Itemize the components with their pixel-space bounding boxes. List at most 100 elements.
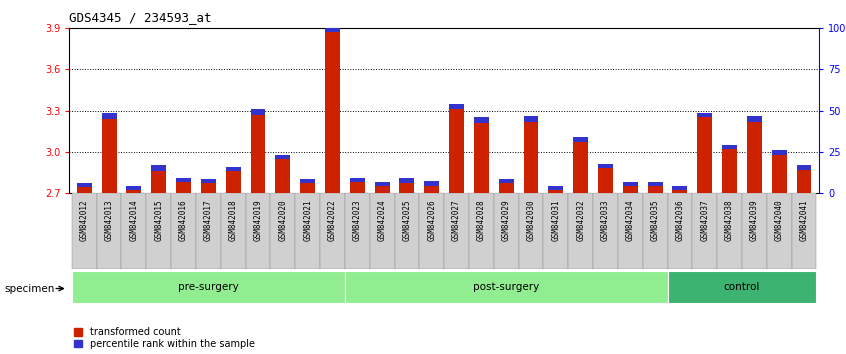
- FancyBboxPatch shape: [420, 193, 444, 269]
- Bar: [673, 186, 688, 190]
- Bar: [697, 113, 712, 118]
- Bar: [673, 190, 688, 193]
- FancyBboxPatch shape: [618, 193, 643, 269]
- Bar: [300, 183, 315, 193]
- Text: GSM842039: GSM842039: [750, 199, 759, 241]
- Text: GSM842032: GSM842032: [576, 199, 585, 241]
- Bar: [797, 170, 811, 193]
- Bar: [449, 104, 464, 109]
- Bar: [449, 109, 464, 193]
- Text: GSM842013: GSM842013: [105, 199, 113, 241]
- FancyBboxPatch shape: [543, 193, 569, 269]
- FancyBboxPatch shape: [792, 193, 816, 269]
- FancyBboxPatch shape: [122, 193, 146, 269]
- FancyBboxPatch shape: [320, 193, 345, 269]
- Text: GSM842016: GSM842016: [179, 199, 188, 241]
- FancyBboxPatch shape: [370, 193, 394, 269]
- Text: GSM842036: GSM842036: [675, 199, 684, 241]
- Bar: [325, 27, 340, 33]
- Bar: [772, 150, 787, 155]
- Bar: [623, 182, 638, 186]
- Bar: [499, 179, 514, 183]
- Bar: [524, 122, 538, 193]
- Bar: [747, 122, 762, 193]
- Bar: [399, 178, 415, 183]
- Bar: [375, 186, 389, 193]
- Bar: [574, 142, 588, 193]
- Text: GSM842041: GSM842041: [799, 199, 809, 241]
- Text: post-surgery: post-surgery: [473, 282, 539, 292]
- Bar: [151, 171, 166, 193]
- FancyBboxPatch shape: [742, 193, 766, 269]
- Bar: [226, 167, 240, 171]
- FancyBboxPatch shape: [345, 193, 370, 269]
- FancyBboxPatch shape: [667, 193, 692, 269]
- FancyBboxPatch shape: [96, 193, 122, 269]
- FancyBboxPatch shape: [667, 271, 816, 303]
- Text: GSM842021: GSM842021: [303, 199, 312, 241]
- Bar: [648, 182, 662, 186]
- Legend: transformed count, percentile rank within the sample: transformed count, percentile rank withi…: [74, 327, 255, 349]
- Text: GSM842034: GSM842034: [626, 199, 634, 241]
- FancyBboxPatch shape: [221, 193, 245, 269]
- Bar: [548, 186, 563, 190]
- FancyBboxPatch shape: [569, 193, 593, 269]
- FancyBboxPatch shape: [72, 193, 96, 269]
- Bar: [474, 123, 489, 193]
- Bar: [126, 190, 141, 193]
- Bar: [648, 186, 662, 193]
- Bar: [102, 113, 117, 119]
- Text: GSM842012: GSM842012: [80, 199, 89, 241]
- FancyBboxPatch shape: [146, 193, 171, 269]
- Bar: [201, 183, 216, 193]
- Bar: [499, 183, 514, 193]
- Text: GSM842018: GSM842018: [228, 199, 238, 241]
- Bar: [598, 164, 613, 168]
- FancyBboxPatch shape: [72, 271, 345, 303]
- Bar: [250, 115, 266, 193]
- Text: GSM842040: GSM842040: [775, 199, 783, 241]
- Bar: [722, 145, 737, 149]
- Bar: [151, 166, 166, 171]
- Bar: [276, 159, 290, 193]
- FancyBboxPatch shape: [717, 193, 742, 269]
- Text: GDS4345 / 234593_at: GDS4345 / 234593_at: [69, 11, 212, 24]
- Bar: [102, 119, 117, 193]
- FancyBboxPatch shape: [196, 193, 221, 269]
- Bar: [226, 171, 240, 193]
- FancyBboxPatch shape: [692, 193, 717, 269]
- Text: GSM842024: GSM842024: [377, 199, 387, 241]
- FancyBboxPatch shape: [444, 193, 469, 269]
- Bar: [697, 118, 712, 193]
- Bar: [598, 168, 613, 193]
- Bar: [623, 186, 638, 193]
- Bar: [548, 190, 563, 193]
- Bar: [250, 109, 266, 115]
- Bar: [474, 118, 489, 123]
- Bar: [126, 186, 141, 190]
- Bar: [574, 137, 588, 142]
- FancyBboxPatch shape: [394, 193, 420, 269]
- Text: GSM842019: GSM842019: [254, 199, 262, 241]
- Text: GSM842038: GSM842038: [725, 199, 734, 241]
- Bar: [425, 181, 439, 186]
- Bar: [77, 188, 91, 193]
- Text: GSM842026: GSM842026: [427, 199, 437, 241]
- Bar: [797, 166, 811, 170]
- FancyBboxPatch shape: [643, 193, 667, 269]
- Bar: [524, 116, 538, 122]
- FancyBboxPatch shape: [295, 193, 320, 269]
- Bar: [276, 155, 290, 159]
- Text: GSM842025: GSM842025: [403, 199, 411, 241]
- Text: GSM842015: GSM842015: [154, 199, 163, 241]
- Text: pre-surgery: pre-surgery: [178, 282, 239, 292]
- FancyBboxPatch shape: [519, 193, 543, 269]
- FancyBboxPatch shape: [593, 193, 618, 269]
- Bar: [772, 155, 787, 193]
- Text: GSM842027: GSM842027: [452, 199, 461, 241]
- Text: GSM842028: GSM842028: [477, 199, 486, 241]
- Text: GSM842035: GSM842035: [651, 199, 660, 241]
- Bar: [325, 33, 340, 193]
- Text: GSM842033: GSM842033: [601, 199, 610, 241]
- Bar: [350, 178, 365, 182]
